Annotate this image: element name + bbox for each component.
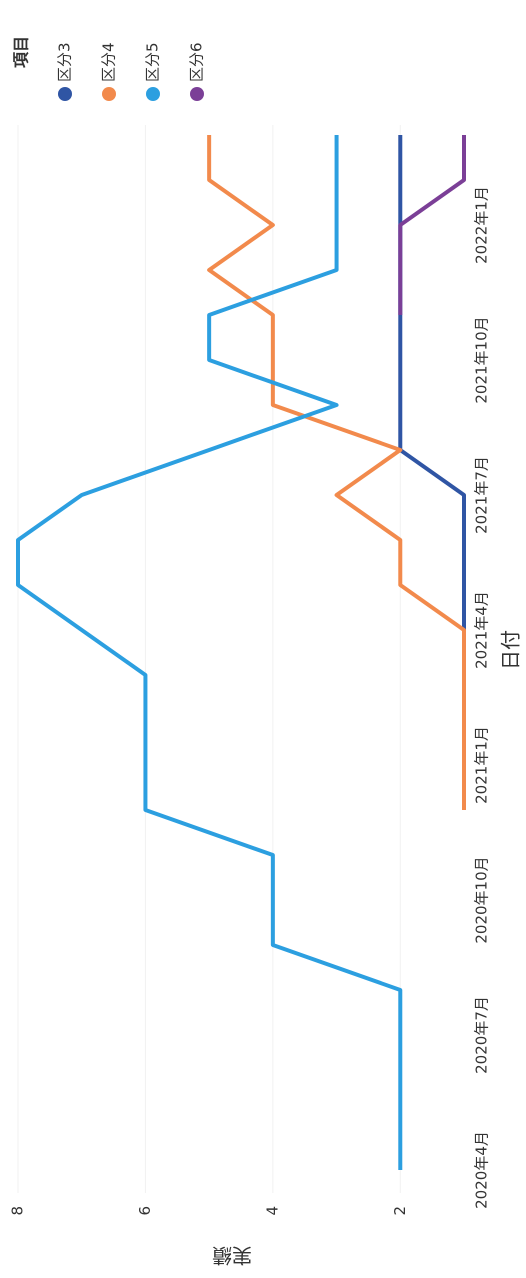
- rotated-chart: 日付 実績 項目 2 4 6 8 2020年4月 2020年7月 2020年10月 2021年…: [9, 36, 523, 1268]
- legend-marker: [102, 87, 116, 101]
- legend-marker: [146, 87, 160, 101]
- legend-label: 区分3: [56, 42, 74, 82]
- x-axis-title: 日付: [499, 630, 523, 670]
- legend-marker: [190, 87, 204, 101]
- x-tick-label: 2021年7月: [473, 456, 491, 534]
- x-tick-label: 2021年1月: [473, 726, 491, 804]
- y-axis-title: 実績: [212, 1244, 252, 1268]
- legend-marker: [58, 87, 72, 101]
- y-tick-label: 4: [263, 1206, 281, 1216]
- x-tick-label: 2020年4月: [473, 1131, 491, 1209]
- legend-title: 項目: [12, 36, 31, 68]
- series-line: [207, 135, 466, 810]
- x-tick-label: 2021年10月: [473, 316, 491, 403]
- legend-label: 区分5: [144, 42, 162, 82]
- series-line: [398, 135, 466, 315]
- legend-label: 区分6: [188, 42, 206, 82]
- y-tick-label: 2: [391, 1206, 409, 1216]
- x-tick-label: 2022年1月: [473, 186, 491, 264]
- series-line: [398, 135, 466, 630]
- x-tick-label: 2020年10月: [473, 856, 491, 943]
- legend-label: 区分4: [100, 42, 118, 82]
- x-tick-label: 2020年7月: [473, 996, 491, 1074]
- series-line: [16, 135, 403, 1170]
- y-tick-label: 8: [9, 1206, 27, 1216]
- y-tick-label: 6: [136, 1206, 154, 1216]
- x-tick-label: 2021年4月: [473, 591, 491, 669]
